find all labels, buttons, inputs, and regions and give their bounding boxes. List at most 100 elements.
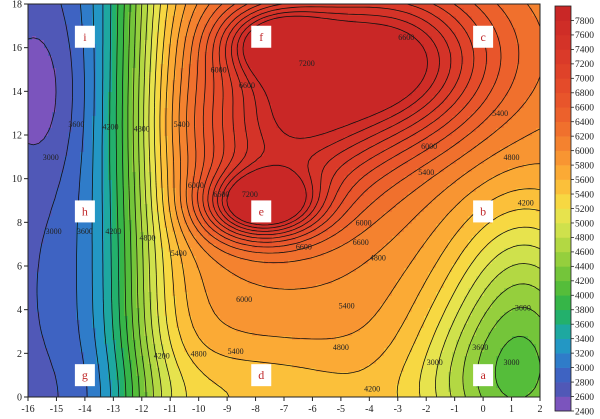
- field-cell: [176, 344, 181, 349]
- field-cell: [36, 236, 41, 241]
- field-cell: [220, 352, 225, 357]
- field-cell: [96, 20, 101, 25]
- field-cell: [208, 84, 213, 89]
- field-cell: [152, 36, 157, 41]
- field-cell: [44, 88, 49, 93]
- field-cell: [224, 48, 229, 53]
- field-cell: [216, 268, 221, 273]
- field-cell: [160, 352, 165, 357]
- field-cell: [152, 68, 157, 73]
- field-cell: [200, 364, 205, 369]
- field-cell: [136, 160, 141, 165]
- field-cell: [168, 96, 173, 101]
- field-cell: [132, 288, 137, 293]
- field-cell: [192, 28, 197, 33]
- field-cell: [164, 240, 169, 245]
- field-cell: [72, 128, 77, 133]
- field-cell: [176, 224, 181, 229]
- field-cell: [40, 44, 45, 49]
- field-cell: [108, 272, 113, 277]
- field-cell: [64, 28, 69, 33]
- field-cell: [92, 360, 97, 365]
- field-cell: [124, 40, 129, 45]
- field-cell: [88, 52, 93, 57]
- field-cell: [216, 52, 221, 57]
- field-cell: [228, 80, 233, 85]
- field-cell: [44, 392, 49, 397]
- field-cell: [140, 80, 145, 85]
- field-cell: [56, 332, 61, 337]
- field-cell: [120, 32, 125, 37]
- field-cell: [176, 164, 181, 169]
- field-cell: [68, 336, 73, 341]
- field-cell: [60, 328, 65, 333]
- field-cell: [140, 144, 145, 149]
- field-cell: [132, 80, 137, 85]
- field-cell: [144, 304, 149, 309]
- field-cell: [44, 12, 49, 17]
- field-cell: [192, 156, 197, 161]
- field-cell: [168, 152, 173, 157]
- field-cell: [200, 388, 205, 393]
- field-cell: [192, 68, 197, 73]
- field-cell: [84, 328, 89, 333]
- field-cell: [116, 128, 121, 133]
- field-cell: [220, 52, 225, 57]
- field-cell: [140, 60, 145, 65]
- field-cell: [68, 8, 73, 13]
- field-cell: [76, 284, 81, 289]
- field-cell: [220, 208, 225, 213]
- field-cell: [124, 152, 129, 157]
- field-cell: [52, 296, 57, 301]
- field-cell: [112, 220, 117, 225]
- field-cell: [128, 132, 133, 137]
- field-cell: [28, 40, 33, 45]
- field-cell: [180, 40, 185, 45]
- field-cell: [76, 108, 81, 113]
- field-cell: [120, 368, 125, 373]
- field-cell: [36, 320, 41, 325]
- field-cell: [88, 252, 93, 257]
- field-cell: [192, 284, 197, 289]
- field-cell: [60, 160, 65, 165]
- field-cell: [132, 196, 137, 201]
- field-cell: [96, 252, 101, 257]
- field-cell: [184, 52, 189, 57]
- field-cell: [224, 20, 229, 25]
- field-cell: [60, 204, 65, 209]
- field-cell: [80, 8, 85, 13]
- field-cell: [100, 252, 105, 257]
- field-cell: [156, 184, 161, 189]
- field-cell: [96, 284, 101, 289]
- field-cell: [184, 40, 189, 45]
- field-cell: [212, 44, 217, 49]
- field-cell: [28, 368, 33, 373]
- field-cell: [44, 168, 49, 173]
- field-cell: [148, 244, 153, 249]
- field-cell: [216, 300, 221, 305]
- field-cell: [196, 180, 201, 185]
- field-cell: [212, 88, 217, 93]
- field-cell: [160, 304, 165, 309]
- field-cell: [224, 4, 229, 9]
- field-cell: [68, 220, 73, 225]
- field-cell: [184, 364, 189, 369]
- field-cell: [132, 320, 137, 325]
- field-cell: [124, 360, 129, 365]
- field-cell: [92, 348, 97, 353]
- field-cell: [220, 56, 225, 61]
- field-cell: [36, 176, 41, 181]
- field-cell: [80, 272, 85, 277]
- field-cell: [192, 88, 197, 93]
- field-cell: [92, 120, 97, 125]
- field-cell: [164, 332, 169, 337]
- field-cell: [56, 320, 61, 325]
- field-cell: [168, 48, 173, 53]
- field-cell: [188, 212, 193, 217]
- field-cell: [124, 304, 129, 309]
- field-cell: [212, 388, 217, 393]
- field-cell: [192, 188, 197, 193]
- field-cell: [48, 212, 53, 217]
- field-cell: [52, 240, 57, 245]
- field-cell: [152, 168, 157, 173]
